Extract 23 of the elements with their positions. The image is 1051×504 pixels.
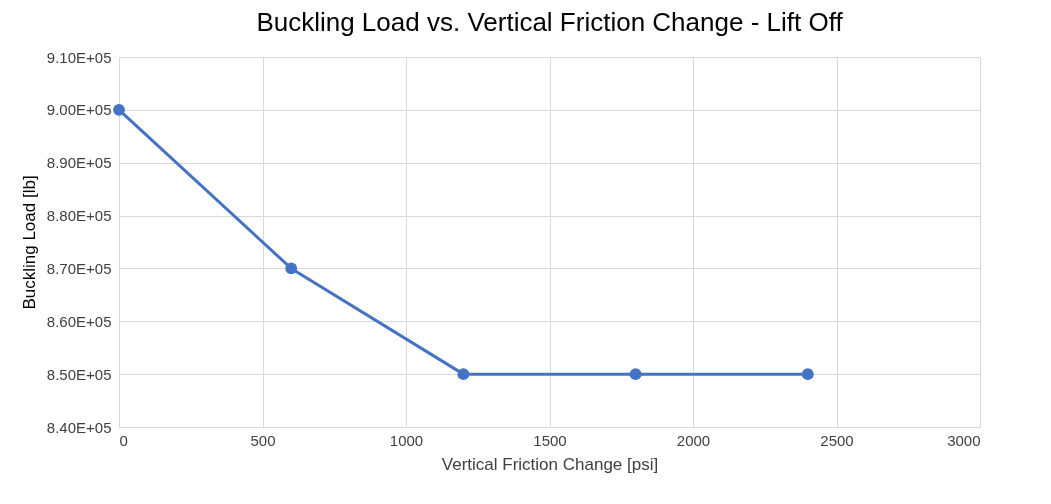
y-tick-label: 8.80E+05 xyxy=(46,207,112,225)
x-tick-label: 500 xyxy=(250,431,276,449)
x-tick-label: 0 xyxy=(119,431,128,449)
chart-title: Buckling Load vs. Vertical Friction Change - Lift Off xyxy=(256,7,844,37)
point xyxy=(629,368,642,381)
y-axis-title: Buckling Load [lb] xyxy=(19,175,39,310)
point xyxy=(285,262,298,275)
x-tick-label: 2000 xyxy=(676,431,711,449)
x-tick-label: 3000 xyxy=(947,431,981,449)
y-tick-label: 8.90E+05 xyxy=(46,154,112,172)
x-tick-label: 1500 xyxy=(533,431,567,449)
point xyxy=(457,368,470,381)
y-tick-label: 9.10E+05 xyxy=(46,48,112,66)
x-tick-label: 1000 xyxy=(389,431,424,449)
x-axis-title: Vertical Friction Change [psi] xyxy=(441,454,659,474)
point xyxy=(113,103,125,116)
y-tick-label: 8.70E+05 xyxy=(46,259,112,277)
y-tick-label: 9.00E+05 xyxy=(46,101,112,119)
x-tick-label: 2500 xyxy=(820,431,854,449)
point xyxy=(801,368,814,381)
y-tick-label: 8.40E+05 xyxy=(46,418,112,436)
y-tick-label: 8.50E+05 xyxy=(46,365,112,383)
y-tick-label: 8.60E+05 xyxy=(46,312,112,330)
